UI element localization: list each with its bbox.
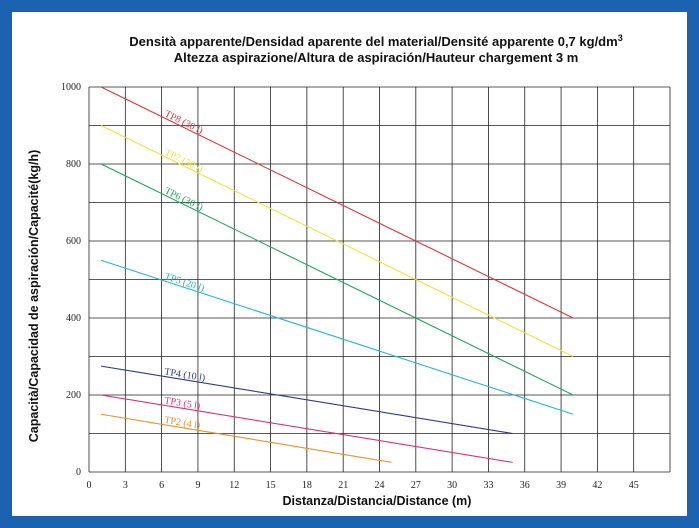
chart-title-text: Densità apparente/Densidad aparente del … [129, 34, 617, 49]
x-tick-label: 12 [229, 480, 239, 491]
x-tick-label: 0 [87, 480, 92, 491]
chart-title: Densità apparente/Densidad aparente del … [129, 33, 622, 49]
series-label: TP3 (5 l) [164, 395, 201, 412]
x-tick-label: 27 [411, 480, 421, 491]
series-label: TP2 (4 l) [164, 415, 201, 432]
series-line [101, 413, 392, 463]
series-line [100, 163, 574, 396]
y-tick-label: 0 [76, 467, 81, 478]
x-tick-label: 6 [159, 480, 164, 491]
x-axis-title: Distanza/Distancia/Distance (m) [283, 494, 472, 508]
y-tick-label: 600 [66, 236, 81, 247]
y-tick-label: 400 [66, 313, 81, 324]
series-line [101, 365, 513, 435]
x-tick-label: 24 [375, 480, 385, 491]
x-tick-label: 18 [302, 480, 312, 491]
series-line [101, 394, 513, 463]
series-labels: TP8 (30 l)TP7 (30 l)TP6 (30 l)TP5 (20 l)… [163, 109, 206, 432]
x-tick-label: 45 [629, 480, 639, 491]
line-chart: Densità apparente/Densidad aparente del … [27, 33, 671, 508]
y-axis-title: Capacità/Capacidad de aspiración/Capacit… [27, 150, 41, 442]
series-line [100, 125, 574, 357]
series-label: TP4 (10 l) [164, 367, 206, 384]
chart-subtitle: Altezza aspirazione/Altura de aspiración… [174, 50, 579, 65]
x-tick-label: 39 [556, 480, 566, 491]
x-tick-label: 9 [195, 480, 200, 491]
x-tick-label: 33 [483, 480, 493, 491]
tick-labels: 0 3 6 9 12 15 18 21 24 27 30 33 36 39 42 45020040060080… [61, 82, 639, 491]
series-label: TP5 (20 l) [163, 271, 205, 294]
x-tick-label: 3 [123, 480, 128, 491]
x-tick-label: 36 [520, 480, 530, 491]
y-tick-label: 1000 [61, 82, 81, 93]
x-tick-label: 21 [338, 480, 348, 491]
series-lines [100, 86, 574, 463]
series-line [100, 86, 574, 319]
chart-panel: Densità apparente/Densidad aparente del … [12, 12, 687, 516]
y-tick-label: 200 [66, 390, 81, 401]
series-line [100, 259, 574, 415]
x-tick-label: 30 [447, 480, 457, 491]
x-tick-label: 42 [592, 480, 602, 491]
x-tick-label: 15 [266, 480, 276, 491]
y-tick-label: 800 [66, 159, 81, 170]
chart-title-superscript: 3 [618, 33, 623, 43]
